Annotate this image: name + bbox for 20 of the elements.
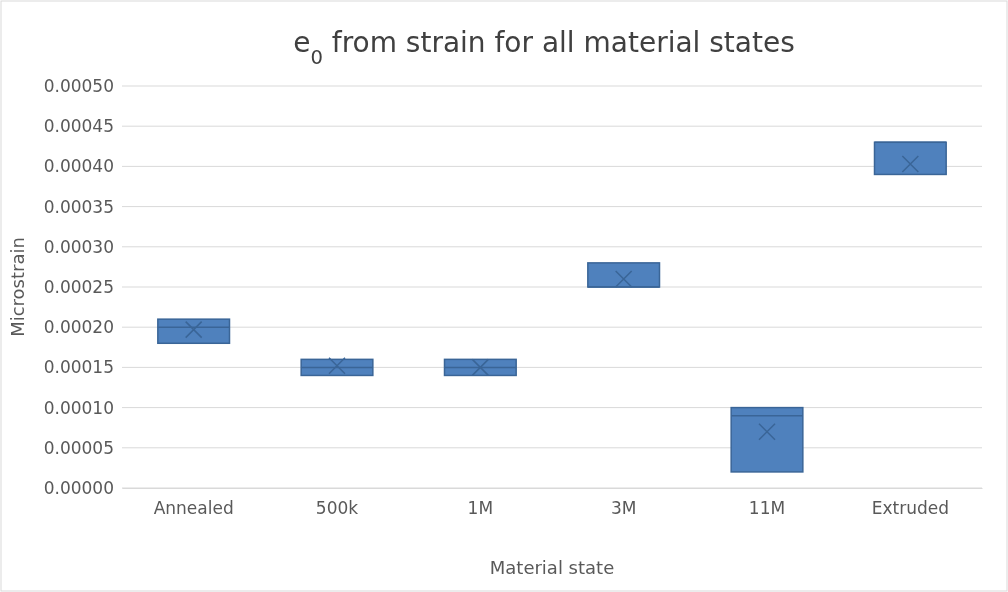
chart-title: e$_{0}$ from strain for all material states (293, 26, 795, 69)
y-tick-label: 0.00030 (43, 236, 114, 257)
y-tick-label: 0.00025 (43, 276, 114, 297)
y-axis-title: Microstrain (7, 237, 28, 337)
y-tick-label: 0.00000 (43, 477, 114, 498)
y-tick-label: 0.00040 (43, 156, 114, 177)
x-tick-label: 1M (467, 498, 494, 519)
y-tick-label: 0.00035 (43, 196, 114, 217)
x-axis-title: Material state (489, 557, 615, 578)
x-tick-label: Annealed (153, 498, 234, 519)
x-tick-label: Extruded (871, 498, 949, 519)
y-tick-label: 0.00020 (43, 317, 114, 338)
y-tick-label: 0.00045 (43, 116, 114, 137)
y-tick-label: 0.00010 (43, 397, 114, 418)
y-tick-label: 0.00050 (43, 75, 114, 96)
y-tick-label: 0.00005 (43, 437, 114, 458)
x-tick-label: 3M (610, 498, 637, 519)
y-tick-label: 0.00015 (43, 357, 114, 378)
x-tick-label: 11M (748, 498, 786, 519)
x-tick-label: 500k (315, 498, 359, 519)
